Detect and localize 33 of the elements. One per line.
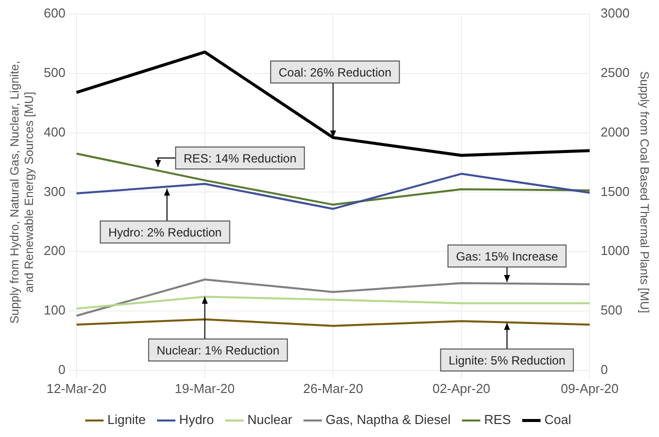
x-tick-label: 09-Apr-20 bbox=[560, 380, 619, 396]
annotation: RES: 14% Reduction bbox=[184, 151, 296, 166]
x-tick-label: 19-Mar-20 bbox=[174, 380, 235, 396]
y-axis-title: Supply from Hydro, Natural Gas, Nuclear, Lignite, and Renewable Energy Sources [MU] bbox=[8, 60, 36, 324]
legend-label: Lignite bbox=[107, 412, 146, 428]
x-tick-label: 12-Mar-20 bbox=[46, 380, 106, 396]
annotation: Gas: 15% Increase bbox=[456, 249, 558, 264]
y2-tick-label: 1500 bbox=[600, 184, 630, 199]
legend-label: RES bbox=[484, 412, 512, 428]
annotation: Nuclear: 1% Reduction bbox=[156, 343, 280, 358]
y-tick-label: 300 bbox=[44, 184, 66, 199]
legend-label: Nuclear bbox=[247, 412, 293, 428]
x-tick-label: 02-Apr-20 bbox=[432, 380, 490, 396]
y-tick-label: 400 bbox=[44, 124, 66, 140]
y-tick-label: 100 bbox=[44, 302, 66, 318]
legend-label: Gas, Naptha & Diesel bbox=[326, 412, 451, 428]
legend-label: Coal bbox=[544, 412, 572, 428]
annotation: Hydro: 2% Reduction bbox=[108, 225, 222, 240]
legend-label: Hydro bbox=[179, 412, 214, 428]
y2-axis-title: Supply from Coal Based Thermal Plants [MU] bbox=[637, 71, 652, 314]
y-tick-label: 0 bbox=[58, 362, 66, 377]
y2-tick-label: 0 bbox=[600, 362, 608, 377]
annotation: Coal: 26% Reduction bbox=[278, 65, 392, 80]
y2-tick-label: 2500 bbox=[600, 64, 630, 80]
x-tick-label: 26-Mar-20 bbox=[303, 380, 364, 396]
annotation: Lignite: 5% Reduction bbox=[448, 353, 566, 368]
y-tick-label: 500 bbox=[44, 64, 66, 80]
y-tick-label: 200 bbox=[44, 243, 66, 258]
y2-tick-label: 500 bbox=[600, 302, 622, 318]
y2-tick-label: 2000 bbox=[600, 124, 630, 140]
y2-tick-label: 1000 bbox=[600, 243, 630, 258]
y2-tick-label: 3000 bbox=[600, 6, 630, 21]
y-tick-label: 600 bbox=[44, 6, 66, 21]
